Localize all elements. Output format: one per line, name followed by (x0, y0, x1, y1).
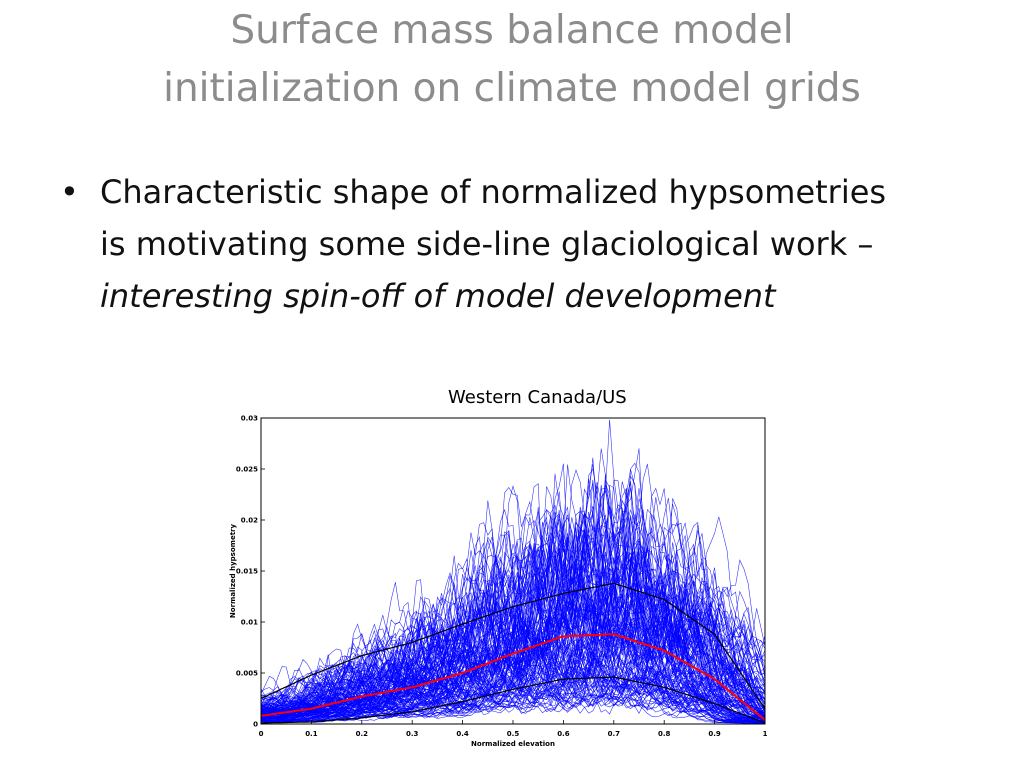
bullet-text-italic: interesting spin-off of model developmen… (100, 277, 776, 315)
envelope-curve (260, 582, 766, 710)
ensemble-line (261, 419, 765, 714)
x-tick-label: 0.5 (507, 730, 520, 738)
ensemble-line (261, 464, 765, 719)
ensemble-curves (261, 419, 765, 724)
plot-title: Western Canada/US (448, 387, 627, 408)
envelope-curve (260, 676, 766, 724)
ensemble-line (261, 537, 765, 719)
x-tick-label: 0.8 (658, 730, 671, 738)
ensemble-line (261, 682, 765, 724)
ensemble-line (261, 617, 765, 719)
ensemble-line (261, 597, 765, 719)
x-axis-label: Normalized elevation (471, 740, 555, 748)
slide-title: Surface mass balance model initializatio… (40, 2, 984, 118)
x-tick-label: 0.2 (356, 730, 369, 738)
ensemble-line (261, 643, 765, 722)
ensemble-line (261, 582, 765, 721)
x-tick-label: 1 (763, 730, 768, 738)
x-tick-label: 0.1 (305, 730, 318, 738)
ensemble-line (261, 678, 765, 723)
ensemble-line (261, 608, 765, 722)
ensemble-line (261, 497, 765, 715)
ensemble-line (261, 665, 765, 723)
ensemble-line (261, 600, 765, 718)
ensemble-line (261, 601, 765, 721)
slide-title-line2: initialization on climate model grids (163, 66, 861, 111)
y-tick-label: 0.025 (236, 466, 258, 474)
y-tick-label: 0.03 (241, 415, 258, 423)
x-tick-label: 0.6 (557, 730, 570, 738)
x-tick-label: 0.7 (608, 730, 621, 738)
bullet-text: Characteristic shape of normalized hypso… (100, 166, 910, 322)
hypsometry-chart: 0 0.1 0.2 0.3 0.4 0.5 0.6 0.7 0.8 0.9 1 0 0.005 0.01… (229, 415, 768, 749)
bullet-marker: • (60, 173, 79, 211)
x-tick-label: 0.9 (708, 730, 721, 738)
x-axis-ticks: 0 0.1 0.2 0.3 0.4 0.5 0.6 0.7 0.8 0.9 1 (259, 720, 768, 738)
ensemble-line (261, 505, 765, 720)
ensemble-line (261, 614, 765, 722)
y-tick-label: 0.02 (241, 517, 258, 525)
ensemble-line (261, 681, 765, 723)
y-tick-label: 0 (253, 721, 258, 729)
ensemble-line (261, 677, 765, 722)
ensemble-line (261, 670, 765, 724)
ensemble-line (261, 487, 765, 717)
y-axis-label: Normalized hypsometry (229, 524, 237, 619)
y-axis-ticks: 0 0.005 0.01 0.015 0.02 0.025 0.03 (236, 415, 265, 729)
bullet-text-plain: Characteristic shape of normalized hypso… (100, 173, 887, 263)
ensemble-line (261, 498, 765, 716)
summary-curves (260, 582, 766, 724)
ensemble-line (261, 543, 765, 719)
bullet-point: • Characteristic shape of normalized hyp… (60, 166, 910, 322)
y-tick-label: 0.005 (236, 670, 258, 678)
mean-curve (260, 633, 766, 721)
x-tick-label: 0.3 (406, 730, 419, 738)
ensemble-line (261, 656, 765, 722)
ensemble-line (261, 637, 765, 721)
x-tick-label: 0 (259, 730, 264, 738)
ensemble-line (261, 463, 765, 718)
y-tick-label: 0.015 (236, 568, 258, 576)
x-tick-label: 0.4 (456, 730, 469, 738)
ensemble-line (261, 518, 765, 718)
ensemble-line (261, 629, 765, 722)
slide-title-line1: Surface mass balance model (230, 8, 794, 53)
ensemble-line (261, 673, 765, 722)
ensemble-line (261, 563, 765, 715)
ensemble-line (261, 692, 765, 724)
y-tick-label: 0.01 (241, 619, 258, 627)
